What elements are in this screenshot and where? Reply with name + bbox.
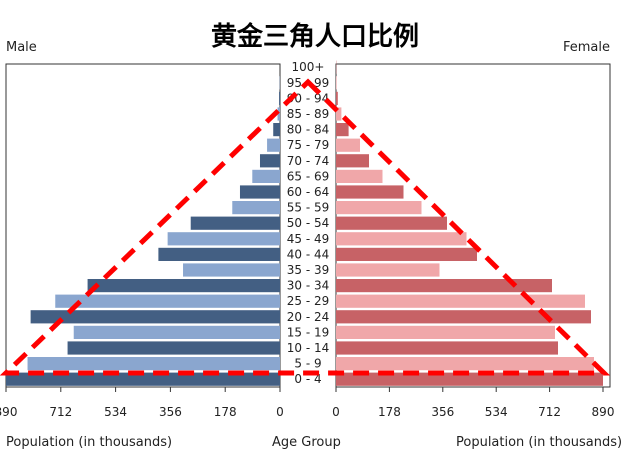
male-x-tick-label: 890 <box>0 405 17 419</box>
female-bar <box>336 294 585 308</box>
male-x-tick-label: 178 <box>214 405 237 419</box>
triangle-overlay <box>0 78 611 376</box>
male-bar <box>190 216 280 230</box>
male-x-tick-label: 356 <box>159 405 182 419</box>
male-bar <box>67 341 281 355</box>
male-bar <box>277 107 280 121</box>
age-group-label: 65 - 69 <box>287 169 330 183</box>
female-bar <box>336 201 422 215</box>
female-x-tick-label: 178 <box>378 405 401 419</box>
male-bar <box>252 169 280 183</box>
x-axis-label-center: Age Group <box>272 435 341 450</box>
x-axis-label-right: Population (in thousands) <box>456 435 623 450</box>
female-bar <box>336 372 603 386</box>
male-bar <box>30 310 281 324</box>
age-group-label: 10 - 14 <box>287 341 330 355</box>
male-bar <box>55 294 281 308</box>
female-label: Female <box>562 40 610 55</box>
age-group-label: 30 - 34 <box>287 279 330 293</box>
age-group-label: 5 - 9 <box>294 357 321 371</box>
age-group-label: 55 - 59 <box>287 201 330 215</box>
age-group-label: 80 - 84 <box>287 123 330 137</box>
female-bar <box>336 154 369 168</box>
female-x-tick-label: 890 <box>592 405 615 419</box>
female-bar <box>336 357 594 371</box>
age-group-label: 35 - 39 <box>287 263 330 277</box>
male-bar <box>167 232 280 246</box>
female-bar <box>336 91 338 105</box>
age-group-label: 85 - 89 <box>287 107 330 121</box>
female-bar <box>336 169 383 183</box>
male-bar <box>273 123 280 137</box>
female-bar <box>336 76 337 90</box>
female-x-tick-label: 712 <box>538 405 561 419</box>
male-bar <box>158 247 280 261</box>
female-bar <box>336 263 440 277</box>
age-group-label: 60 - 64 <box>287 185 330 199</box>
male-bar <box>232 201 280 215</box>
male-x-tick-label: 0 <box>276 405 284 419</box>
female-x-tick-label: 0 <box>332 405 340 419</box>
age-group-label: 20 - 24 <box>287 310 330 324</box>
male-x-tick-label: 712 <box>49 405 72 419</box>
age-group-label: 40 - 44 <box>287 247 330 261</box>
female-bar <box>336 247 477 261</box>
male-bar <box>87 279 281 293</box>
female-bar <box>336 341 558 355</box>
male-bar <box>73 325 280 339</box>
female-bar <box>336 123 349 137</box>
age-group-label: 25 - 29 <box>287 294 330 308</box>
male-x-tick-label: 534 <box>104 405 127 419</box>
x-axis-label-left: Population (in thousands) <box>6 435 173 450</box>
male-bar <box>259 154 280 168</box>
female-bar <box>336 279 552 293</box>
male-bar <box>6 372 280 386</box>
female-bar <box>336 138 360 152</box>
female-x-tick-label: 534 <box>485 405 508 419</box>
male-bar <box>239 185 280 199</box>
female-bar <box>336 185 404 199</box>
chart-title: 黄金三角人口比例 <box>210 22 419 52</box>
age-group-label: 45 - 49 <box>287 232 330 246</box>
age-group-label: 75 - 79 <box>287 138 330 152</box>
age-group-label: 0 - 4 <box>294 372 321 386</box>
female-bar <box>336 310 591 324</box>
male-label: Male <box>6 40 37 55</box>
male-bar <box>27 357 280 371</box>
age-group-label: 70 - 74 <box>287 154 330 168</box>
female-bar <box>336 325 555 339</box>
age-group-label: 15 - 19 <box>287 325 330 339</box>
female-bar <box>336 232 467 246</box>
male-bar <box>183 263 280 277</box>
female-x-tick-label: 356 <box>431 405 454 419</box>
male-bar <box>279 91 280 105</box>
age-group-label: 100+ <box>292 60 325 74</box>
female-bar <box>336 107 342 121</box>
age-group-label: 50 - 54 <box>287 216 330 230</box>
female-bar <box>336 216 447 230</box>
male-bar <box>267 138 280 152</box>
